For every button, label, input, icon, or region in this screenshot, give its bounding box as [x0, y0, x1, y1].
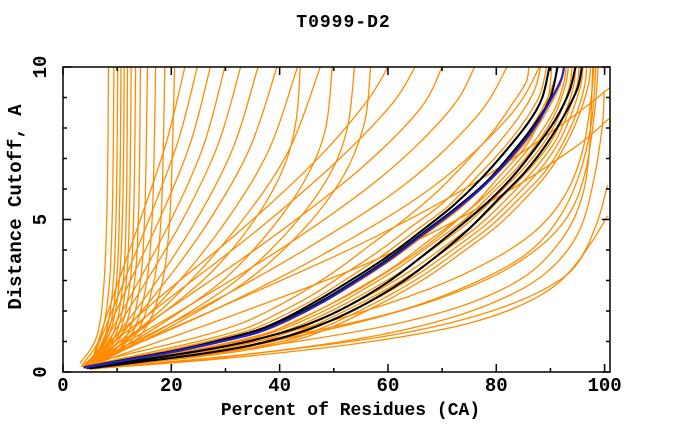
model-curves: [89, 67, 198, 367]
model-curves: [90, 67, 211, 367]
model-curves: [91, 67, 259, 367]
y-tick-label: 5: [30, 214, 52, 225]
model-curves: [84, 67, 443, 367]
model-curves: [88, 67, 157, 367]
model-curves: [89, 215, 608, 370]
model-curves: [86, 67, 577, 369]
model-curves: [85, 67, 125, 367]
x-tick-label: 60: [377, 375, 400, 397]
model-curves: [79, 67, 110, 364]
model-curves: [84, 87, 610, 367]
x-tick-label: 100: [587, 375, 621, 397]
y-tick-label: 10: [30, 56, 52, 79]
x-tick-label: 20: [160, 375, 183, 397]
curves-layer: [79, 67, 610, 370]
model-curves: [88, 67, 166, 367]
model-curves: [92, 67, 299, 367]
x-axis-label: Percent of Residues (CA): [220, 401, 481, 421]
model-curves: [89, 67, 592, 370]
model-curves: [93, 67, 321, 367]
model-curves: [85, 67, 129, 367]
model-curves: [82, 67, 548, 368]
reference-curves-black: [83, 67, 551, 369]
model-curves: [84, 67, 476, 367]
model-curves: [86, 67, 569, 369]
model-curves: [89, 67, 301, 367]
chart-title: T0999-D2: [296, 13, 391, 33]
model-curves: [91, 67, 242, 367]
x-tick-label: 80: [485, 375, 508, 397]
model-curves: [81, 67, 542, 368]
reference-curves-black: [86, 67, 577, 370]
reference-curve-blue: [83, 67, 566, 369]
x-tick-label: 0: [57, 375, 68, 397]
y-tick-label: 0: [30, 366, 52, 377]
model-curves: [84, 67, 389, 366]
model-curves: [89, 185, 608, 370]
model-curves: [81, 67, 530, 367]
model-curves: [84, 67, 122, 367]
model-curves: [88, 67, 588, 370]
model-curves: [89, 67, 186, 367]
model-curves: [84, 67, 416, 366]
model-curves: [84, 67, 508, 367]
model-curves: [86, 67, 567, 369]
x-tick-label: 40: [268, 375, 291, 397]
model-curves: [90, 67, 372, 367]
model-curves: [89, 67, 333, 367]
reference-curves-black: [89, 67, 583, 370]
model-curves: [90, 67, 226, 367]
